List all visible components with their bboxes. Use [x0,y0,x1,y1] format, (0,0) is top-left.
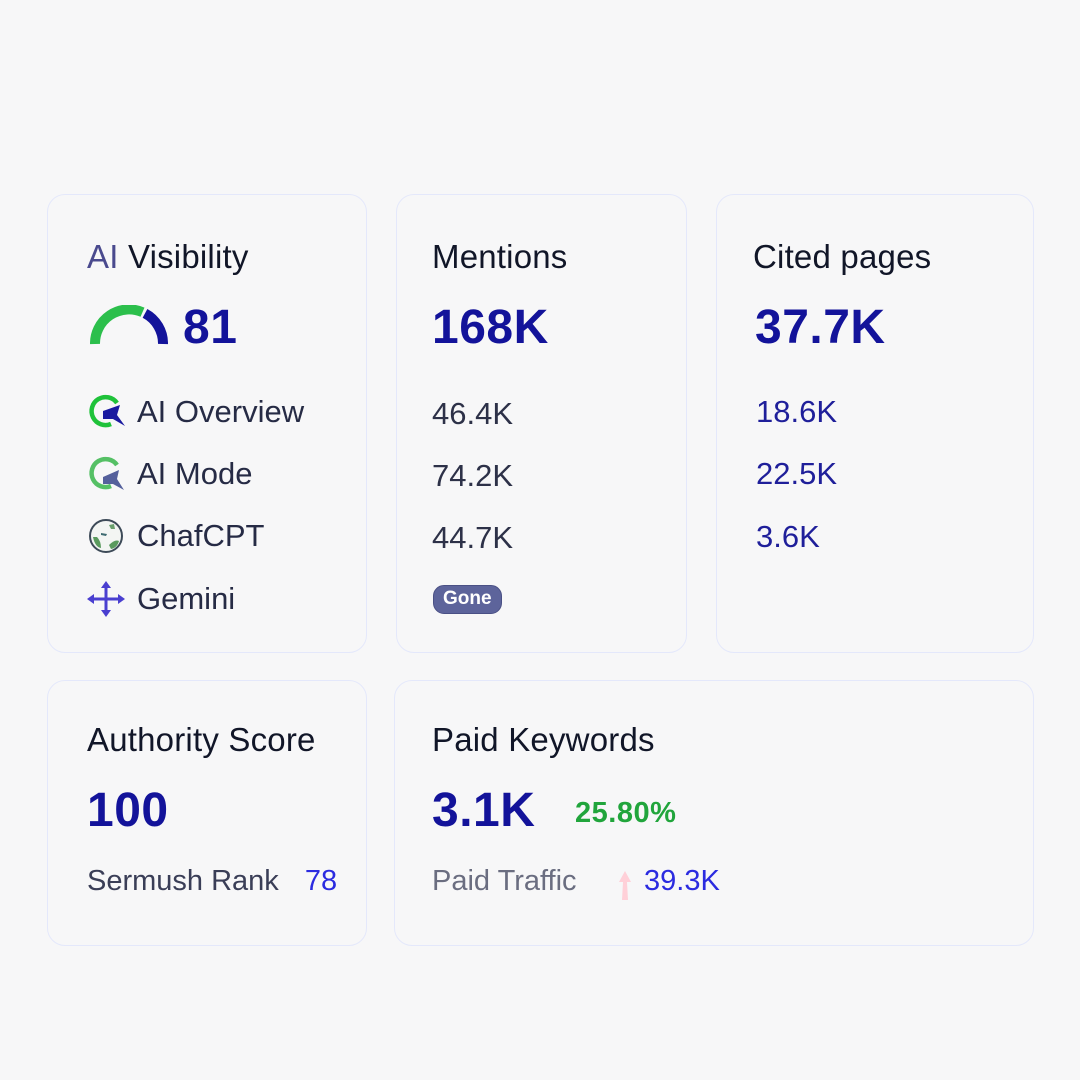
source-label: ChafCPT [137,518,265,553]
mentions-total: 168K [432,301,549,354]
mentions-ai-mode-value: 74.2K [432,458,514,493]
source-label: AI Overview [137,394,305,429]
paid-traffic-label: Paid Traffic [432,865,577,897]
source-ai-mode[interactable]: AI Mode [87,455,252,493]
ai-overview-icon [87,393,125,431]
authority-score-value: 100 [87,784,169,837]
mentions-chatgpt-value: 44.7K [432,520,514,555]
cited-pages-card [716,194,1034,653]
chatgpt-globe-icon [87,517,125,555]
source-ai-overview[interactable]: AI Overview [87,393,304,431]
authority-score-title: Authority Score [87,721,316,758]
cited-pages-total: 37.7K [755,301,886,354]
ai-visibility-score: 81 [183,301,238,354]
mentions-gemini-status-badge: Gone [433,585,502,614]
authority-score-card [47,680,367,946]
visibility-gauge-icon [90,305,168,345]
ai-mode-icon [87,455,125,493]
paid-keywords-title: Paid Keywords [432,721,655,758]
cited-pages-ai-overview-value: 18.6K [756,394,838,429]
source-label: AI Mode [137,456,253,491]
cited-pages-title: Cited pages [753,238,932,275]
mentions-card [396,194,687,653]
ai-visibility-title-rest: Visibility [118,238,249,275]
mentions-title: Mentions [432,238,568,275]
paid-traffic-value[interactable]: 39.3K [644,865,720,898]
paid-keywords-value: 3.1K [432,784,536,837]
ai-visibility-title-prefix: AI [87,238,119,275]
mentions-ai-overview-value: 46.4K [432,396,514,431]
semrush-rank: Sermush Rank 78 [87,865,337,898]
paid-keywords-change: 25.80% [575,797,677,829]
source-label: Gemini [137,581,236,616]
trend-arrow-icon [619,871,631,900]
source-chatgpt[interactable]: ChafCPT [87,517,264,555]
gemini-arrows-icon [87,580,125,618]
cited-pages-ai-mode-value: 22.5K [756,456,838,491]
semrush-rank-label: Sermush Rank [87,865,279,897]
cited-pages-chatgpt-value: 3.6K [756,519,820,554]
paid-traffic-number: 39.3K [644,865,720,897]
semrush-rank-value[interactable]: 78 [304,865,338,897]
paid-keywords-card [394,680,1034,946]
source-gemini[interactable]: Gemini [87,580,235,618]
ai-visibility-title: AI Visibility [87,238,249,276]
